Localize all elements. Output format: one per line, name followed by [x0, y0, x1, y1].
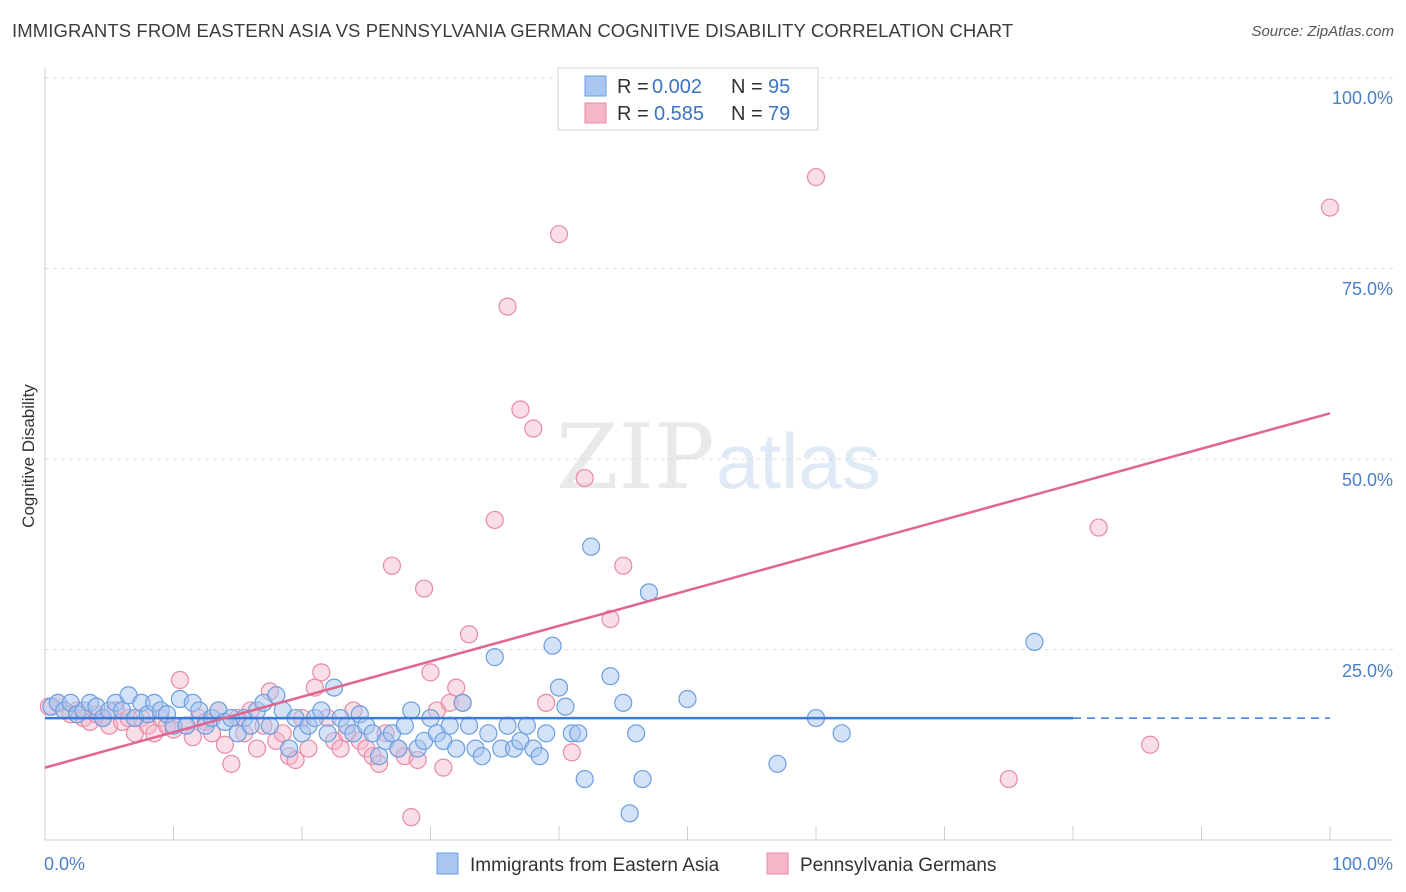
blue-point — [582, 537, 601, 556]
pink-point — [485, 510, 504, 530]
blue-series-points — [42, 537, 1044, 823]
blue-point — [447, 739, 466, 758]
blue-point — [530, 747, 549, 766]
blue-point — [402, 701, 421, 720]
pink-point — [331, 739, 350, 758]
legend-bottom-label: Immigrants from Eastern Asia — [470, 855, 720, 876]
blue-point — [453, 693, 472, 712]
pink-point — [1140, 735, 1160, 754]
blue-point — [318, 724, 337, 743]
blue-point — [543, 636, 562, 655]
trend-lines — [44, 412, 1331, 769]
legend-n-label: N = — [731, 76, 763, 98]
legend-swatch-blue — [584, 75, 607, 97]
pink-point — [215, 735, 234, 754]
legend-r-label: R = — [617, 103, 649, 125]
blue-point — [389, 739, 408, 758]
blue-point — [768, 754, 787, 773]
y-tick-label: 50.0% — [1342, 470, 1393, 490]
legend-n-label: N = — [731, 103, 763, 125]
blue-point — [517, 716, 536, 735]
x-tick-label-min: 0.0% — [44, 854, 85, 874]
pink-point — [614, 556, 633, 575]
y-axis-label: Cognitive Disability — [19, 384, 38, 528]
pink-point — [549, 225, 569, 244]
pink-point — [511, 400, 530, 419]
pink-point — [170, 670, 190, 690]
blue-point — [479, 724, 498, 743]
pink-point — [575, 468, 594, 488]
legend-bottom-swatch-blue — [436, 852, 459, 875]
legend-bottom-label: Pennsylvania Germans — [800, 855, 996, 876]
legend-n-value: 95 — [768, 76, 790, 98]
pink-point — [421, 663, 440, 682]
blue-point — [614, 693, 633, 712]
pink-trend-line — [44, 412, 1331, 769]
x-tick-label-max: 100.0% — [1332, 854, 1393, 874]
blue-point — [280, 739, 299, 758]
blue-point — [1025, 632, 1044, 651]
pink-point — [414, 579, 434, 598]
legend-swatch-pink — [584, 102, 607, 124]
blue-point — [626, 724, 646, 743]
y-tick-label: 25.0% — [1342, 661, 1393, 681]
blue-point — [459, 716, 479, 735]
legend-r-value: 0.002 — [652, 76, 702, 98]
pink-point — [222, 754, 241, 773]
blue-point — [241, 716, 260, 735]
pink-point — [459, 625, 479, 644]
blue-point — [498, 716, 517, 735]
pink-point — [382, 556, 402, 575]
watermark-zip: ZIP — [556, 405, 715, 510]
pink-point — [806, 167, 826, 187]
blue-point — [370, 747, 389, 766]
pink-point — [1320, 198, 1340, 217]
blue-point — [569, 724, 588, 743]
y-tick-label: 100.0% — [1332, 88, 1393, 108]
y-tick-label: 75.0% — [1342, 279, 1393, 299]
pink-point — [537, 693, 556, 712]
legend-bottom-swatch-pink — [766, 852, 789, 875]
blue-point — [537, 724, 556, 743]
blue-point — [620, 804, 639, 823]
blue-point — [601, 667, 620, 686]
pink-point — [999, 769, 1018, 789]
blue-point — [832, 724, 851, 743]
watermark: ZIP atlas — [556, 405, 881, 510]
blue-point — [440, 716, 459, 735]
blue-point — [549, 678, 569, 697]
legend-top: R = 0.002 N = 95 R = 0.585 N = 79 — [557, 67, 819, 131]
pink-point — [402, 808, 421, 827]
legend-r-label: R = — [617, 76, 649, 98]
pink-point — [312, 663, 331, 682]
x-axis-ticks — [44, 826, 1331, 840]
blue-point — [472, 747, 491, 766]
pink-point — [1089, 518, 1108, 537]
blue-point — [575, 769, 594, 789]
pink-point — [299, 739, 318, 758]
pink-point — [562, 743, 581, 762]
blue-point — [633, 769, 652, 789]
blue-point — [395, 716, 414, 735]
pink-point — [247, 739, 267, 758]
blue-point — [260, 716, 279, 735]
source-credit: Source: ZipAtlas.com — [1251, 23, 1394, 40]
pink-point — [524, 419, 543, 438]
legend-n-value: 79 — [768, 103, 790, 125]
pink-point — [498, 297, 517, 316]
blue-point — [678, 689, 697, 709]
blue-point — [556, 697, 575, 716]
pink-point — [447, 678, 466, 697]
grid-lines — [45, 77, 1393, 650]
legend-r-value: 0.585 — [654, 103, 704, 125]
blue-point — [312, 701, 331, 720]
watermark-atlas: atlas — [716, 417, 881, 505]
blue-point — [485, 648, 504, 667]
pink-point — [434, 758, 453, 777]
chart-title: IMMIGRANTS FROM EASTERN ASIA VS PENNSYLV… — [12, 20, 1014, 41]
legend-bottom: Immigrants from Eastern Asia Pennsylvani… — [436, 852, 996, 876]
